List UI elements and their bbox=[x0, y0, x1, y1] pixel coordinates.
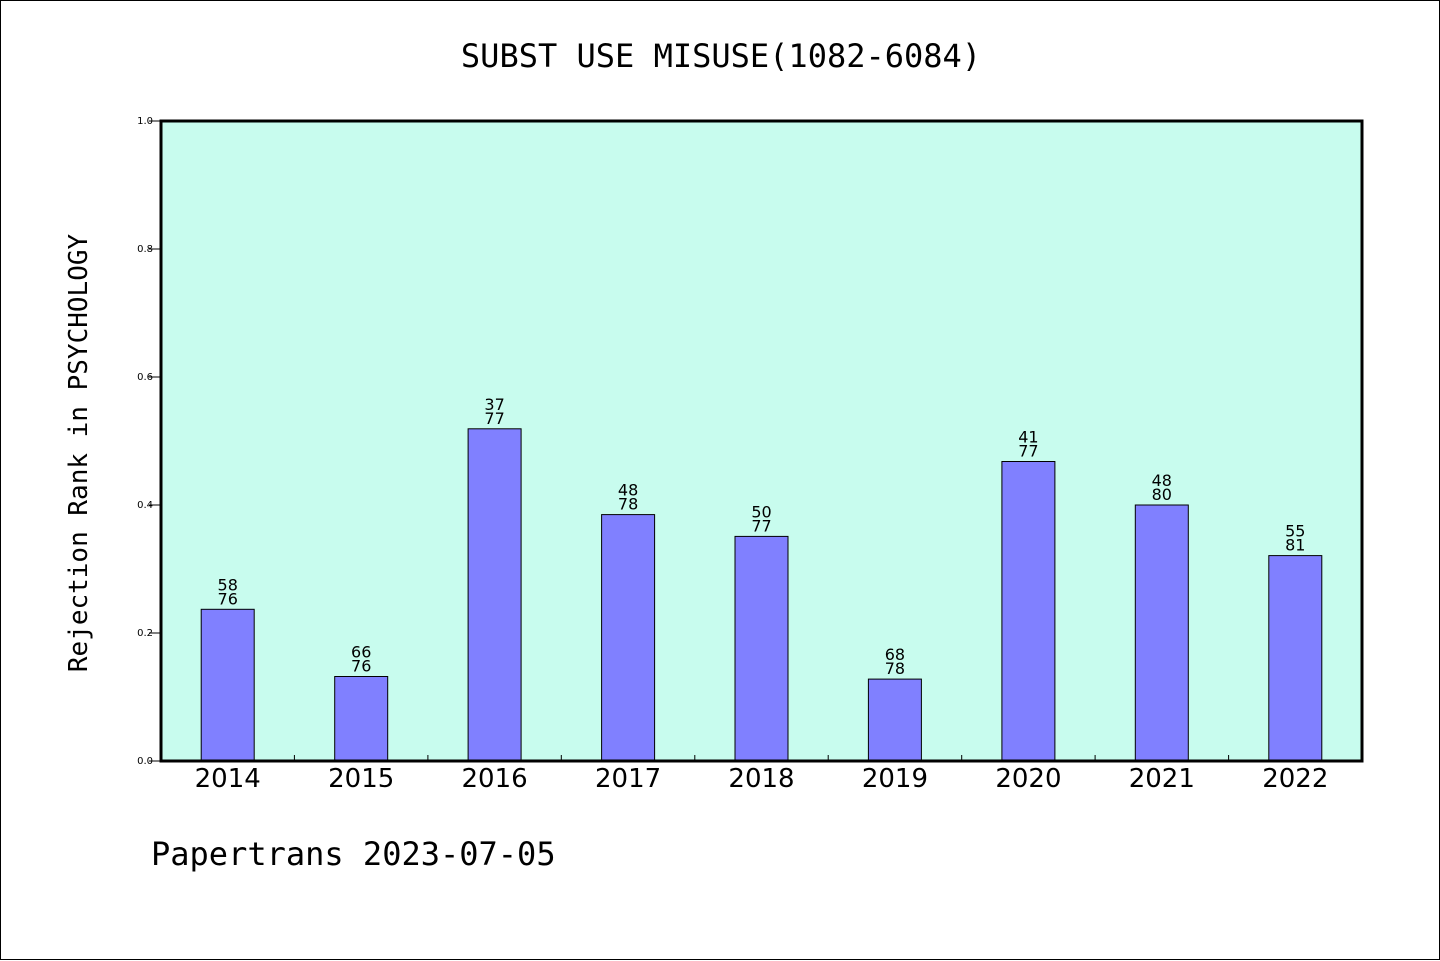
y-tick-label: 1.0 bbox=[137, 116, 153, 127]
bar-label-bottom-2020: 77 bbox=[1018, 442, 1038, 461]
bar-label-bottom-2022: 81 bbox=[1285, 536, 1305, 555]
bar-label-bottom-2016: 77 bbox=[484, 409, 504, 428]
footer-text: Papertrans 2023-07-05 bbox=[151, 835, 556, 873]
x-tick-label-2021: 2021 bbox=[1129, 764, 1195, 794]
plot-border bbox=[159, 119, 1364, 763]
bar-label-top-2018: 50 bbox=[751, 502, 771, 521]
x-tick-label-2018: 2018 bbox=[728, 764, 794, 794]
bar-2018 bbox=[734, 535, 789, 762]
chart-title: SUBST USE MISUSE(1082-6084) bbox=[461, 37, 981, 75]
bar-label-top-2021: 48 bbox=[1152, 471, 1172, 490]
x-tick-label-2014: 2014 bbox=[195, 764, 261, 794]
y-tick-label: 0.0 bbox=[137, 756, 153, 767]
bar-label-bottom-2015: 76 bbox=[351, 657, 371, 676]
x-tick-label-2017: 2017 bbox=[595, 764, 661, 794]
bar-2021 bbox=[1134, 504, 1189, 762]
bar-label-top-2019: 68 bbox=[885, 645, 905, 664]
y-tick-label: 0.8 bbox=[137, 244, 153, 255]
x-tick-label-2022: 2022 bbox=[1262, 764, 1328, 794]
y-tick-label: 0.2 bbox=[137, 628, 153, 639]
bar-label-bottom-2017: 78 bbox=[618, 495, 638, 514]
bar-2020 bbox=[1001, 461, 1056, 762]
bar-2015 bbox=[334, 676, 389, 762]
bar-label-top-2022: 55 bbox=[1285, 522, 1305, 541]
bar-label-top-2020: 41 bbox=[1018, 428, 1038, 447]
y-tick-label: 0.4 bbox=[137, 500, 153, 511]
y-axis: 0.0 0.2 0.4 0.6 0.8 1.0 bbox=[137, 116, 161, 767]
bar-label-top-2017: 48 bbox=[618, 481, 638, 500]
x-axis: 2014 2015 2016 2017 2018 2019 2020 2021 2022 bbox=[195, 755, 1328, 794]
bars-group bbox=[200, 428, 1323, 762]
x-tick-label-2019: 2019 bbox=[862, 764, 928, 794]
bar-2022 bbox=[1268, 555, 1323, 762]
x-tick-label-2015: 2015 bbox=[328, 764, 394, 794]
bar-label-bottom-2021: 80 bbox=[1152, 485, 1172, 504]
bar-label-bottom-2019: 78 bbox=[885, 659, 905, 678]
bar-label-top-2014: 58 bbox=[218, 575, 238, 594]
bar-2019 bbox=[867, 678, 922, 762]
x-tick-label-2020: 2020 bbox=[995, 764, 1061, 794]
y-tick-label: 0.6 bbox=[137, 372, 153, 383]
y-axis-label: Rejection Rank in PSYCHOLOGY bbox=[64, 234, 94, 673]
bar-2014 bbox=[200, 608, 255, 762]
bar-label-bottom-2018: 77 bbox=[751, 516, 771, 535]
bar-label-top-2016: 37 bbox=[484, 395, 504, 414]
bar-label-bottom-2014: 76 bbox=[218, 589, 238, 608]
bar-label-top-2015: 66 bbox=[351, 643, 371, 662]
bar-2017 bbox=[601, 514, 656, 762]
x-tick-label-2016: 2016 bbox=[462, 764, 528, 794]
bar-2016 bbox=[467, 428, 522, 762]
